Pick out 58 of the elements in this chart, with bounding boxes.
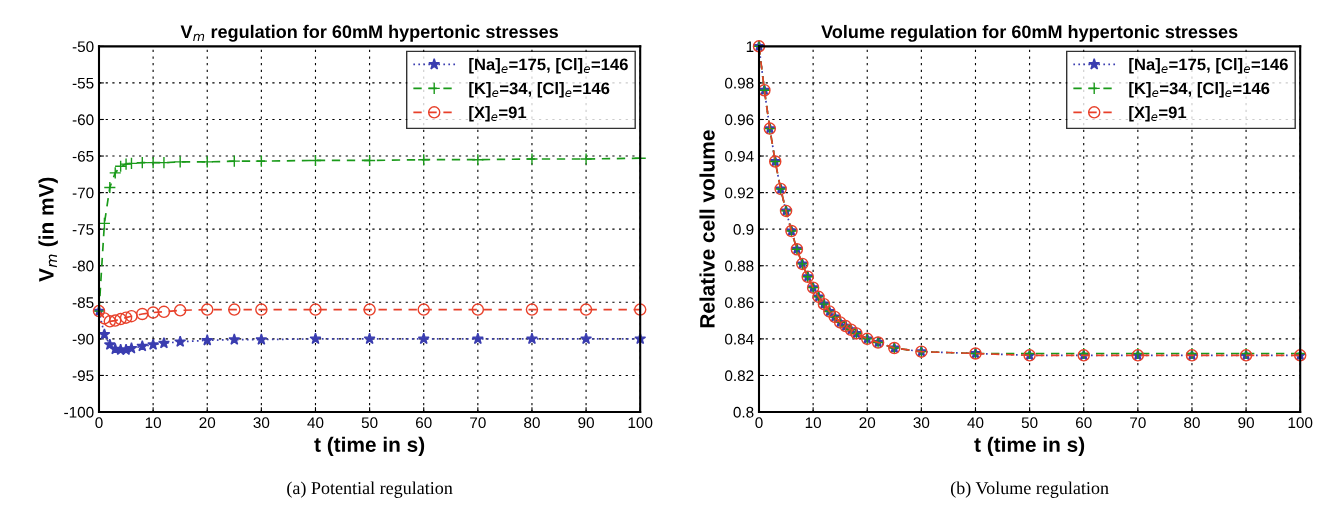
y-tick-label: -50 [72,41,94,53]
x-tick-label: 100 [628,417,653,429]
y-tick-label: -90 [72,333,94,345]
x-tick-label: 30 [253,417,270,429]
y-tick-label: 0.84 [725,333,754,345]
y-tick-label: 1 [746,41,754,52]
x-tick-label: 50 [1021,417,1038,429]
y-tick-label: 0.9 [733,224,754,235]
y-tick-label: -100 [64,406,94,418]
y-tick-label: -75 [72,224,94,235]
x-tick-label: 20 [859,417,876,429]
x-tick-label: 10 [805,417,822,429]
legend-label: [K]$_{e}$=34, [Cl]$_{e}$=146 [1129,82,1270,98]
x-tick-label: 70 [1130,417,1146,429]
legend-label: [X]$_{e}$=91 [1129,106,1187,122]
y-tick-label: -55 [72,77,94,89]
y-tick-label: -60 [72,114,94,126]
y-axis-title: V$_{m}$ (in mV) [38,177,58,282]
text: (b) Volume regulation [950,481,1109,498]
y-tick-label: -65 [72,150,94,162]
legend-label: [Na]$_{e}$=175, [Cl]$_{e}$=146 [1129,58,1288,74]
y-tick-label: 0.92 [725,187,754,199]
y-tick-label: 0.88 [725,260,754,272]
y-tick-label: 0.8 [733,406,754,418]
y-tick-label: 0.98 [725,77,754,89]
x-tick-label: 60 [1076,417,1092,429]
x-tick-label: 10 [145,417,162,429]
y-tick-label: -70 [72,187,94,199]
x-tick-label: 0 [755,417,763,429]
legend-label: [Na]$_{e}$=175, [Cl]$_{e}$=146 [469,58,628,74]
x-tick-label: 80 [1184,417,1200,429]
legend-label: [K]$_{e}$=34, [Cl]$_{e}$=146 [469,82,610,98]
chart-title: Volume regulation for 60mM hypertonic stresses [821,24,1238,42]
y-tick-label: -95 [72,370,94,382]
chart-title: V$_{m}$ regulation for 60mM hypertonic stresses [180,24,558,42]
legend-label: [X]$_{e}$=91 [469,106,527,122]
x-tick-label: 90 [1238,417,1254,429]
text: (a) Potential regulation [287,481,453,498]
x-tick-label: 50 [361,417,378,429]
y-tick-label: -80 [72,260,94,272]
y-tick-label: 0.96 [725,114,754,126]
x-tick-label: 40 [307,417,324,429]
x-tick-label: 90 [578,417,594,429]
x-tick-label: 80 [524,417,540,429]
x-tick-label: 70 [470,417,486,429]
x-tick-label: 60 [416,417,432,429]
y-tick-label: -85 [72,297,94,308]
x-tick-label: 40 [967,417,984,429]
y-axis-title: Relative cell volume [699,130,715,328]
x-tick-label: 20 [199,417,216,429]
y-tick-label: 0.86 [725,297,754,308]
x-tick-label: 0 [95,417,103,429]
x-axis-title: t (time in s) [974,436,1085,457]
x-tick-label: 30 [913,417,930,429]
x-axis-title: t (time in s) [314,436,425,457]
y-tick-label: 0.82 [725,370,754,382]
x-tick-label: 100 [1288,417,1313,429]
y-tick-label: 0.94 [725,150,754,162]
